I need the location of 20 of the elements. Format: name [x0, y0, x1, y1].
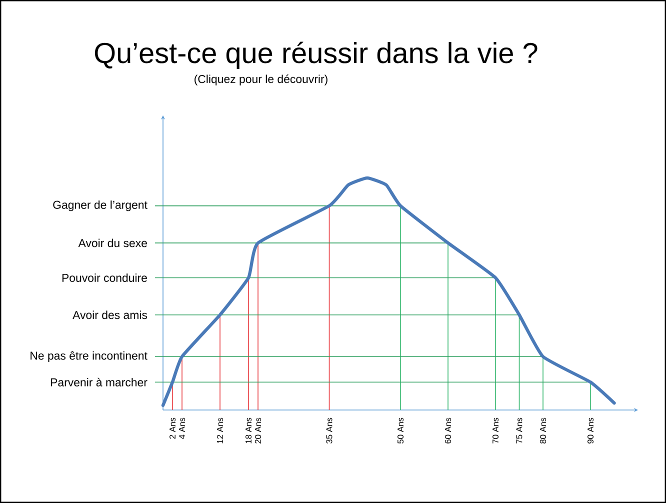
x-tick-label: 18 Ans — [246, 418, 252, 444]
chart-title: Qu’est-ce que réussir dans la vie ? — [94, 42, 538, 69]
ref-line-label: Parvenir à marcher — [51, 378, 148, 386]
x-tick-label: 60 Ans — [445, 418, 451, 444]
chart-subtitle: (Cliquez pour le découvrir) — [194, 74, 328, 86]
x-tick-label: 90 Ans — [588, 418, 594, 444]
x-tick-label: 20 Ans — [255, 418, 261, 444]
x-tick-label: 70 Ans — [492, 418, 498, 444]
x-tick-label: 2 Ans — [170, 418, 176, 439]
ref-line-label: Avoir du sexe — [78, 238, 147, 248]
x-tick-label: 12 Ans — [217, 418, 223, 444]
x-tick-label: 4 Ans — [179, 418, 185, 439]
ref-line-label: Gagner de l’argent — [53, 200, 148, 212]
x-tick-label: 50 Ans — [398, 418, 404, 444]
ref-line-label: Ne pas être incontinent — [30, 351, 148, 362]
x-tick-label: 35 Ans — [326, 418, 332, 444]
ref-line-label: Pouvoir conduire — [62, 274, 147, 282]
x-tick-label: 75 Ans — [516, 418, 522, 444]
x-tick-label: 80 Ans — [540, 418, 546, 444]
ref-line-label: Avoir des amis — [72, 310, 148, 320]
